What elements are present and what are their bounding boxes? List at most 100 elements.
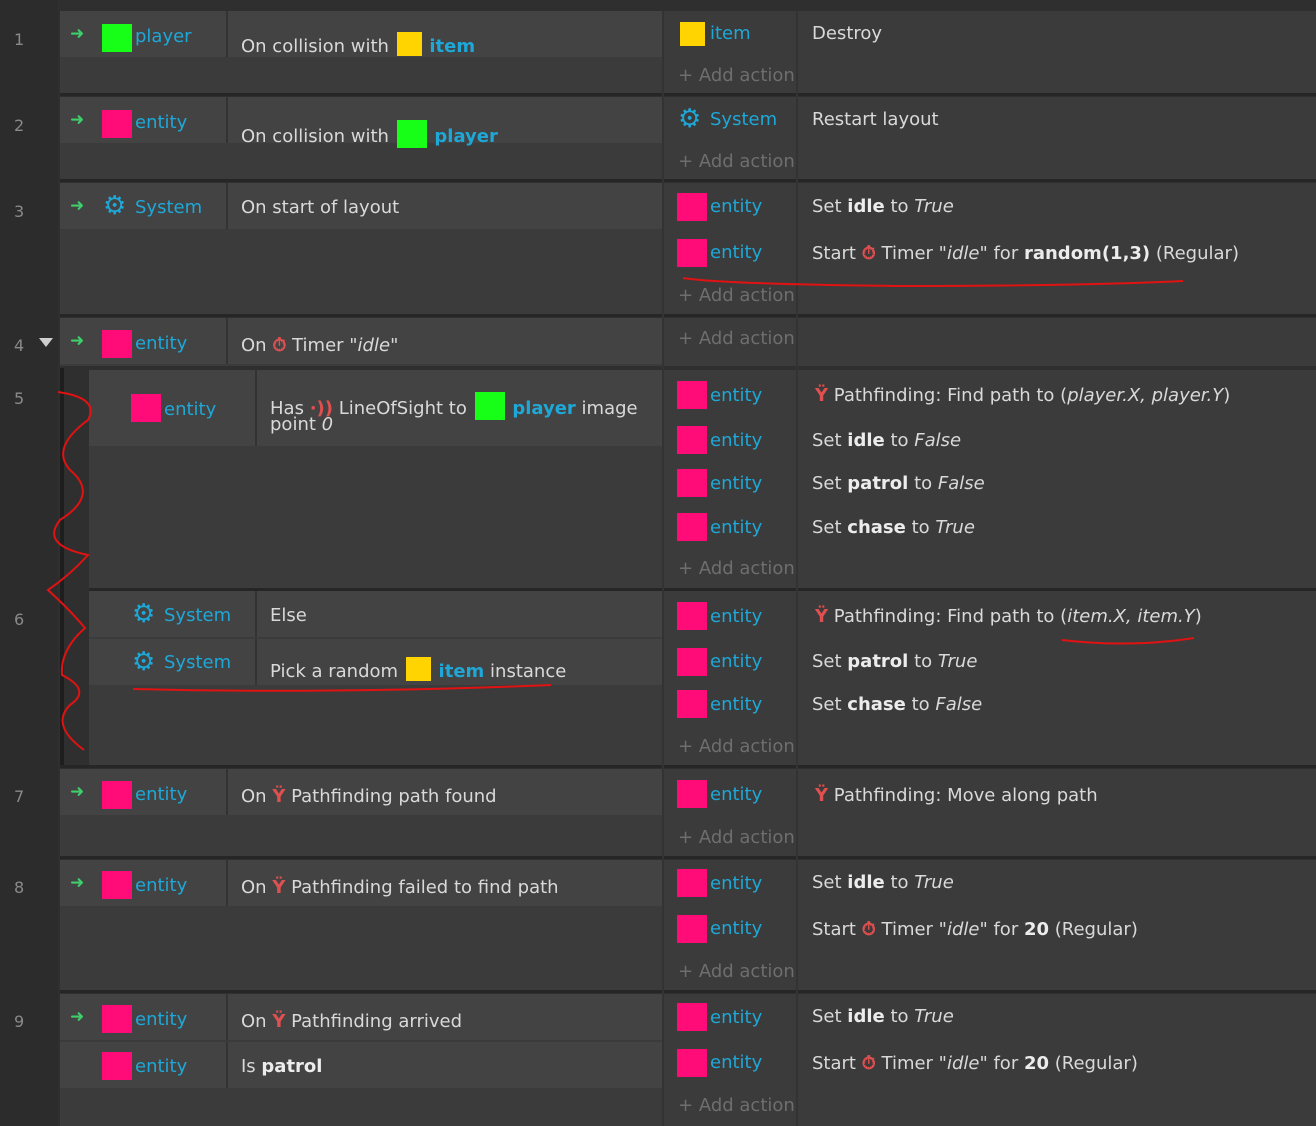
action-text[interactable]: Set chase to False <box>812 694 983 715</box>
action-text[interactable]: Set idle to True <box>812 196 954 217</box>
action-text[interactable]: Ϋ Pathfinding: Find path to (item.X, ite… <box>815 606 1202 627</box>
action-text[interactable]: Ϋ Pathfinding: Find path to (player.X, p… <box>815 385 1231 406</box>
timer-icon: ⏱ <box>861 243 876 264</box>
action-object-name: entity <box>710 1052 763 1073</box>
condition-object-cell[interactable]: ➜ entity <box>60 97 228 143</box>
player-sprite-icon <box>474 392 505 420</box>
condition-object-cell[interactable]: ➜ player <box>60 11 228 57</box>
condition-text: On Ϋ Pathfinding path found <box>241 786 497 807</box>
condition-object-name: System <box>164 605 232 626</box>
timer-icon: ⏱ <box>272 335 287 356</box>
condition-text: Else <box>270 605 307 626</box>
entity-sprite-icon <box>102 871 132 899</box>
collapse-toggle-icon[interactable] <box>39 338 53 347</box>
action-text[interactable]: Set chase to True <box>812 517 975 538</box>
item-sprite-icon <box>405 657 431 681</box>
event-block-6[interactable]: ⚙ System Else ⚙ System Pick a random ite… <box>89 591 1316 765</box>
item-sprite-icon <box>396 32 422 56</box>
condition-object-cell[interactable]: ➜ entity <box>60 994 228 1040</box>
trigger-arrow-icon: ➜ <box>70 196 85 216</box>
plus-icon: + <box>678 328 694 349</box>
action-text[interactable]: Start ⏱ Timer "idle" for 20 (Regular) <box>812 1053 1138 1074</box>
action-object-name: entity <box>710 918 763 939</box>
system-gear-icon: ⚙ <box>678 104 702 134</box>
event-block-4[interactable]: ➜ entity On ⏱ Timer "idle" <box>60 318 1316 366</box>
action-text[interactable]: Start ⏱ Timer "idle" for 20 (Regular) <box>812 919 1138 940</box>
condition-object-cell[interactable]: ➜ entity <box>60 769 228 815</box>
condition-object-name: entity <box>135 875 188 896</box>
condition-object-cell[interactable]: ⚙ System <box>89 591 257 637</box>
entity-sprite-icon <box>677 381 707 409</box>
action-text[interactable]: Start ⏱ Timer "idle" for random(1,3) (Re… <box>812 243 1239 264</box>
condition-row[interactable]: entity Has ·)) LineOfSight to player ima… <box>89 370 662 446</box>
event-separator <box>60 93 1316 96</box>
condition-row[interactable]: ➜ ⚙ System On start of layout <box>60 183 662 229</box>
condition-row[interactable]: ➜ entity On Ϋ Pathfinding path found <box>60 769 662 815</box>
add-action-button[interactable]: + Add action <box>678 65 795 86</box>
action-text[interactable]: Restart layout <box>812 109 939 130</box>
action-text[interactable]: Ϋ Pathfinding: Move along path <box>815 785 1098 806</box>
system-gear-icon: ⚙ <box>103 191 127 221</box>
condition-text: On collision with item <box>241 28 475 57</box>
condition-object-cell[interactable]: entity <box>60 1042 228 1088</box>
add-action-button[interactable]: + Add action <box>678 1095 795 1116</box>
entity-sprite-icon <box>102 110 132 138</box>
condition-object-cell[interactable]: ⚙ System <box>89 639 257 685</box>
player-sprite-icon <box>102 24 132 52</box>
action-object-name: item <box>710 23 751 44</box>
condition-object-name: entity <box>135 784 188 805</box>
condition-action-divider <box>662 11 664 1126</box>
pathfinding-icon: Ϋ <box>815 785 829 806</box>
entity-sprite-icon <box>677 915 707 943</box>
action-object-name: entity <box>710 473 763 494</box>
plus-icon: + <box>678 65 694 86</box>
action-text[interactable]: Set idle to True <box>812 872 954 893</box>
pathfinding-icon: Ϋ <box>272 786 286 807</box>
plus-icon: + <box>678 285 694 306</box>
event-separator <box>60 990 1316 993</box>
condition-text: On start of layout <box>241 197 400 218</box>
condition-object-cell[interactable]: entity <box>89 370 257 446</box>
action-text[interactable]: Set idle to True <box>812 1006 954 1027</box>
condition-row[interactable]: ➜ entity On collision with player <box>60 97 662 148</box>
event-number: 7 <box>14 787 25 806</box>
add-action-button[interactable]: + Add action <box>678 285 795 306</box>
entity-sprite-icon <box>102 1052 132 1080</box>
condition-object-cell[interactable]: ➜ ⚙ System <box>60 183 228 229</box>
add-action-button[interactable]: + Add action <box>678 736 795 757</box>
condition-row[interactable]: ⚙ System Pick a random item instance <box>89 639 662 685</box>
condition-row[interactable]: ➜ entity On ⏱ Timer "idle" <box>60 318 662 364</box>
trigger-arrow-icon: ➜ <box>70 331 85 351</box>
pathfinding-icon: Ϋ <box>815 606 829 627</box>
event-number: 2 <box>14 116 25 135</box>
add-action-button[interactable]: + Add action <box>678 961 795 982</box>
system-gear-icon: ⚙ <box>132 647 156 677</box>
event-separator <box>89 588 1316 591</box>
condition-text: On ⏱ Timer "idle" <box>241 335 399 356</box>
event-block-2[interactable]: ➜ entity On collision with player <box>60 97 1316 179</box>
add-action-button[interactable]: + Add action <box>678 151 795 172</box>
entity-sprite-icon <box>677 469 707 497</box>
timer-icon: ⏱ <box>861 919 876 940</box>
condition-row[interactable]: ➜ entity On Ϋ Pathfinding failed to find… <box>60 860 662 906</box>
condition-row[interactable]: ➜ player On collision with item <box>60 11 662 57</box>
trigger-arrow-icon: ➜ <box>70 873 85 893</box>
event-separator <box>60 856 1316 859</box>
condition-object-cell[interactable]: ➜ entity <box>60 860 228 906</box>
entity-sprite-icon <box>102 330 132 358</box>
action-object-name: entity <box>710 242 763 263</box>
condition-object-cell[interactable]: ➜ entity <box>60 318 228 364</box>
action-text[interactable]: Set patrol to False <box>812 473 985 494</box>
add-action-button[interactable]: + Add action <box>678 328 795 349</box>
plus-icon: + <box>678 961 694 982</box>
action-text[interactable]: Destroy <box>812 23 883 44</box>
entity-sprite-icon <box>677 1049 707 1077</box>
condition-row[interactable]: ➜ entity On Ϋ Pathfinding arrived <box>60 994 662 1040</box>
condition-row[interactable]: ⚙ System Else <box>89 591 662 637</box>
event-separator <box>60 314 1316 317</box>
add-action-button[interactable]: + Add action <box>678 827 795 848</box>
action-text[interactable]: Set idle to False <box>812 430 962 451</box>
condition-row[interactable]: entity Is patrol <box>60 1042 662 1088</box>
add-action-button[interactable]: + Add action <box>678 558 795 579</box>
action-text[interactable]: Set patrol to True <box>812 651 978 672</box>
